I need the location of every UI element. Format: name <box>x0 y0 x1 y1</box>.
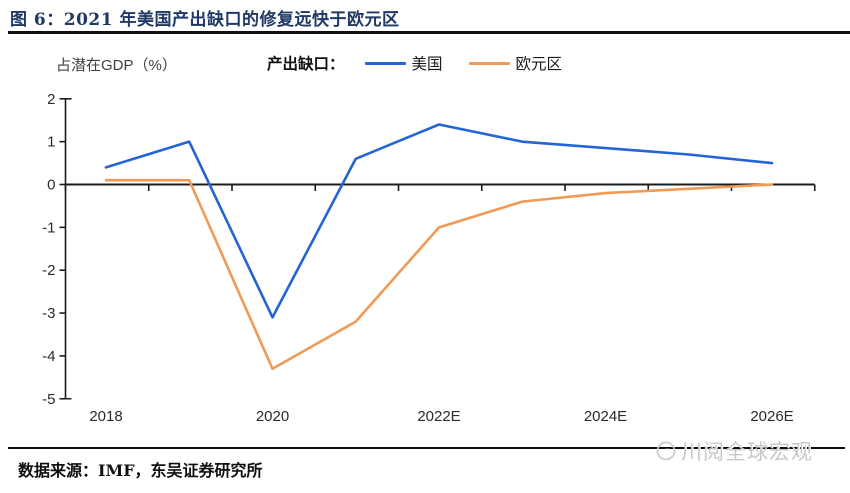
x-axis-labels: 2018 2020 2022E 2024E 2026E <box>89 408 793 425</box>
eurozone-line-swatch <box>468 61 510 65</box>
y-tick-label: -1 <box>42 219 55 236</box>
y-tick-label: -5 <box>42 391 55 408</box>
y-tick-label: 1 <box>47 134 55 151</box>
brand-logo-icon <box>656 441 676 461</box>
brand-watermark: 川阅全球宏观 <box>655 436 813 466</box>
x-tick-label: 2020 <box>256 408 289 425</box>
y-tick-label: 0 <box>47 177 55 194</box>
x-tick-label: 2024E <box>584 408 627 425</box>
us-line-swatch <box>364 61 406 65</box>
y-axis-labels: 2 1 0 -1 -2 -3 -4 -5 <box>42 91 55 408</box>
chart-legend: 产出缺口： 美国 欧元区 <box>267 52 588 74</box>
y-tick-label: 2 <box>47 91 55 108</box>
legend-label-eurozone: 欧元区 <box>515 56 563 73</box>
x-tick-label: 2022E <box>417 408 460 425</box>
y-tick-label: -2 <box>42 262 55 279</box>
watermark-text: 川阅全球宏观 <box>681 441 813 464</box>
legend-label-us: 美国 <box>411 56 443 73</box>
series-line-eurozone <box>104 178 774 371</box>
axes <box>59 98 816 400</box>
legend-prefix-label: 产出缺口： <box>267 56 345 73</box>
legend-item-eurozone: 欧元区 <box>468 52 563 74</box>
footer-divider <box>8 447 845 449</box>
figure-title: 图 6：2021 年美国产出缺口的修复远快于欧元区 <box>10 10 400 30</box>
x-tick-label: 2018 <box>89 408 122 425</box>
y-axis-line <box>64 98 72 400</box>
data-source-note: 数据来源：IMF，东吴证券研究所 <box>18 461 263 480</box>
y-axis-unit-label: 占潜在GDP（%） <box>56 57 177 74</box>
y-tick-label: -4 <box>42 348 55 365</box>
x-tick-label: 2026E <box>750 408 793 425</box>
y-tick-label: -3 <box>42 305 55 322</box>
title-divider <box>8 31 850 34</box>
series-line-us <box>104 123 774 319</box>
legend-item-us: 美国 <box>364 52 443 74</box>
